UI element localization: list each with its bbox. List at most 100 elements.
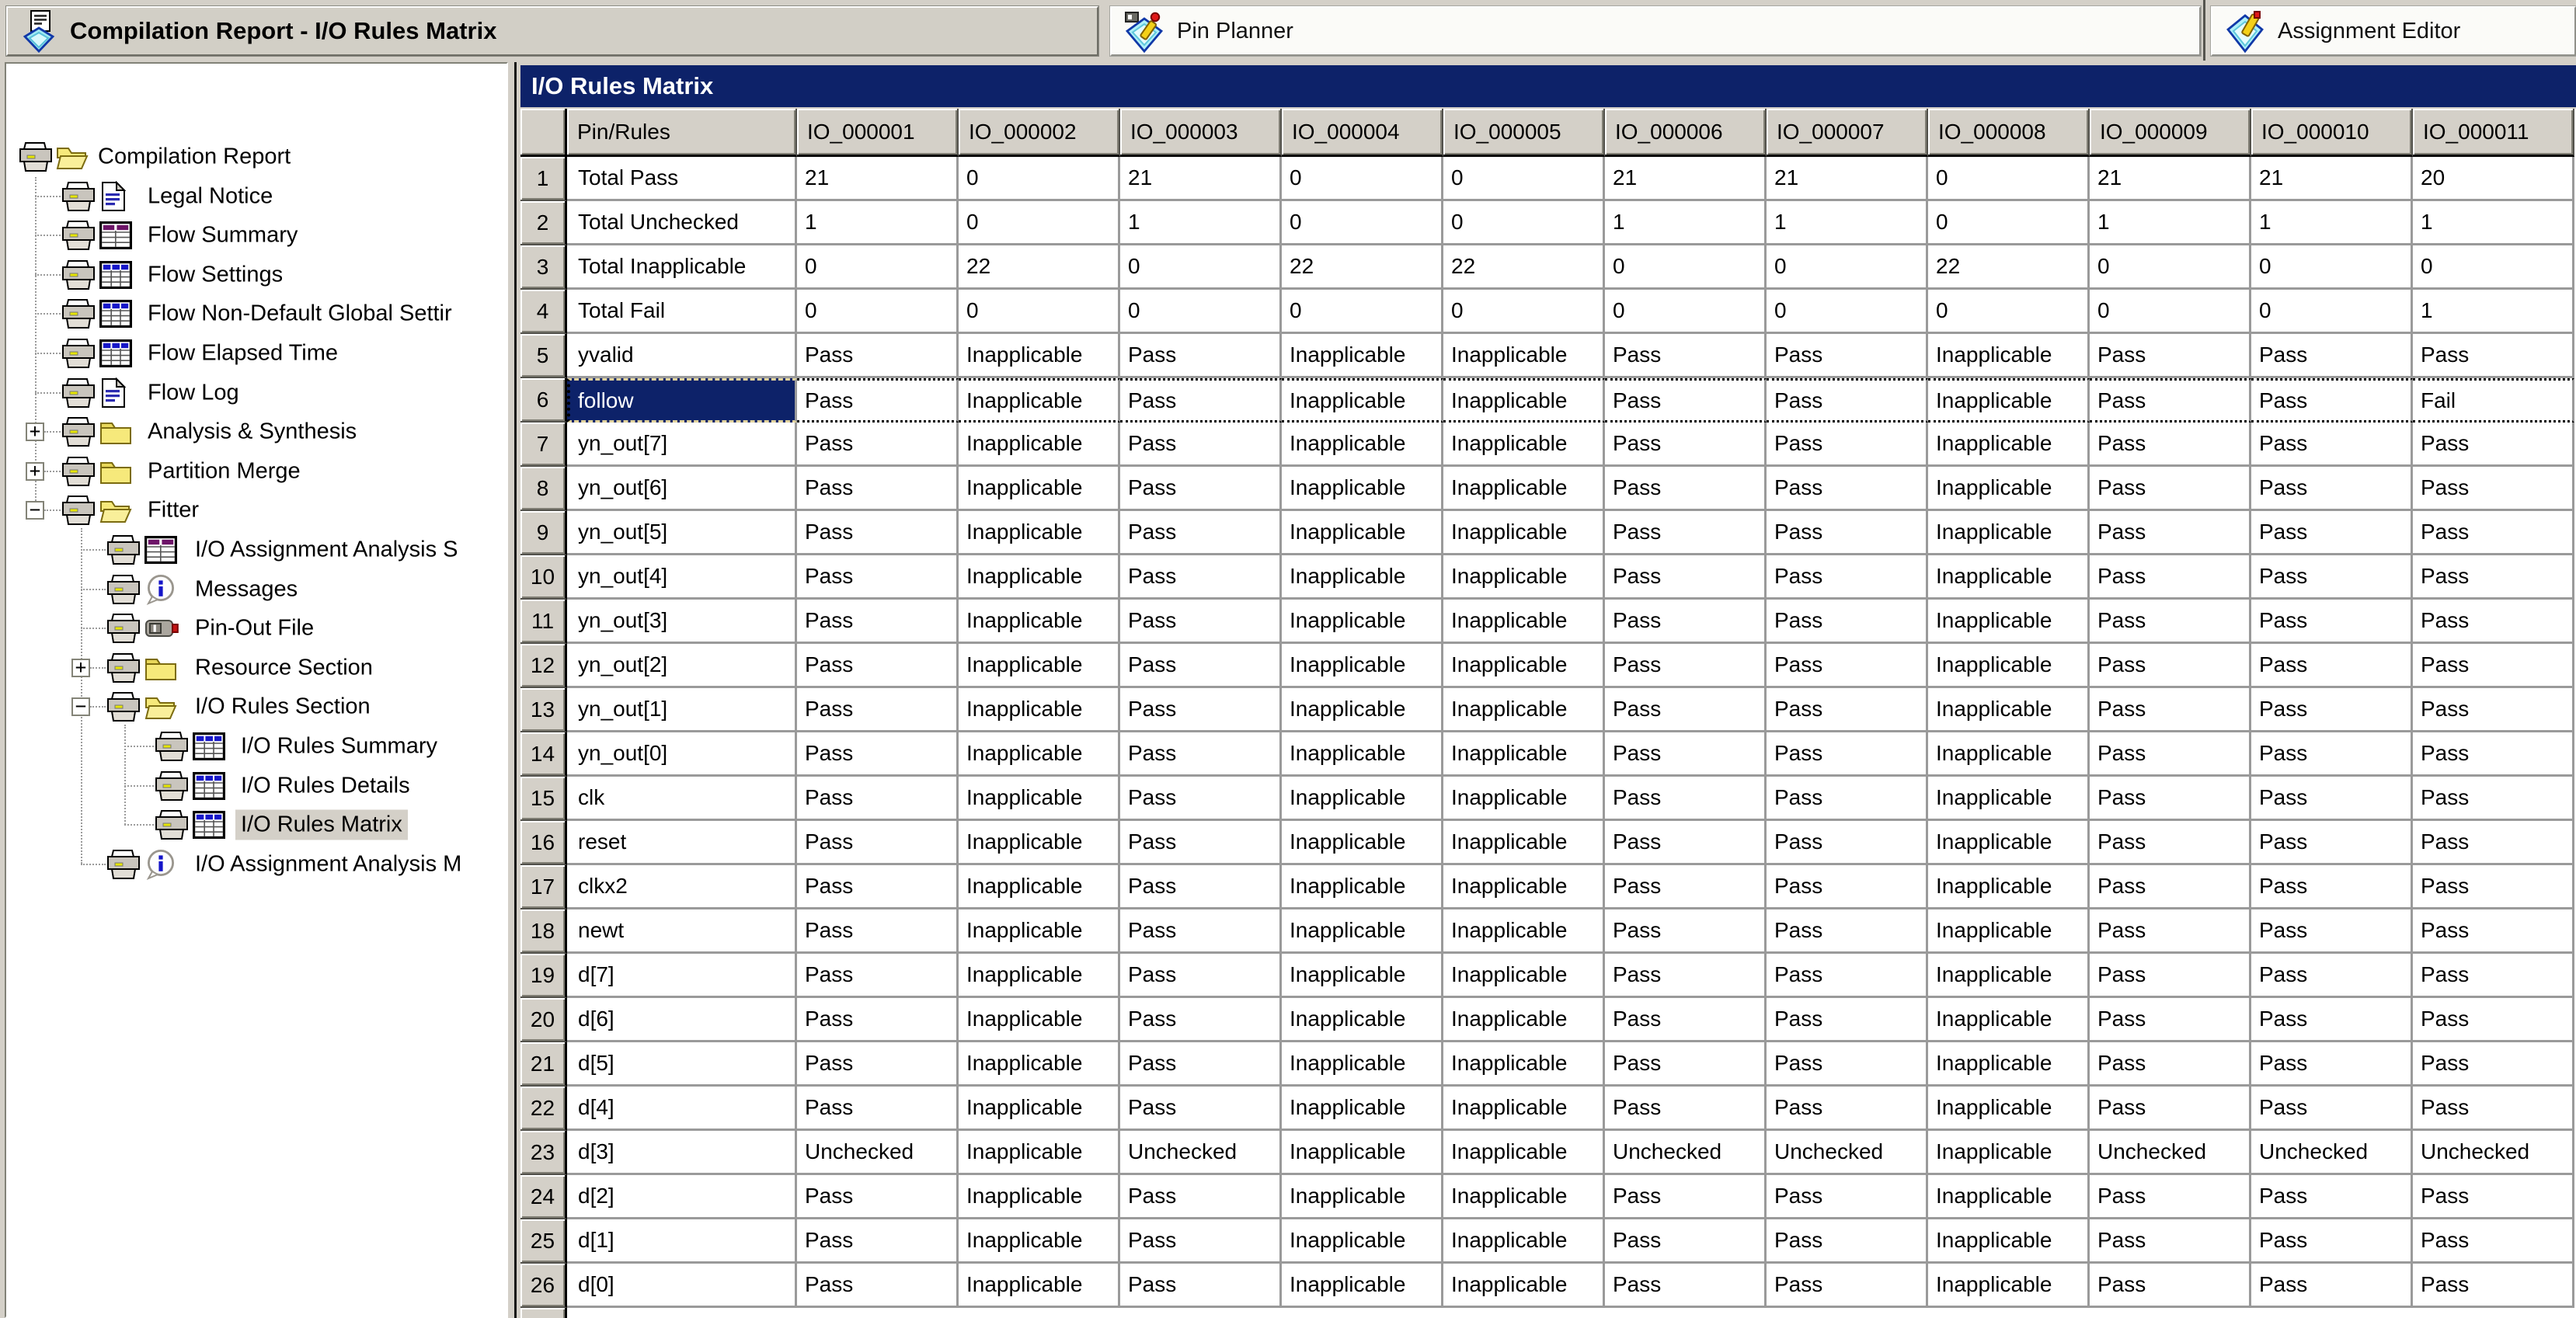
pin-cell-yn-out-1[interactable]: yn_out[1] <box>567 688 797 732</box>
matrix-cell[interactable]: Pass <box>2090 865 2251 909</box>
matrix-cell[interactable]: Pass <box>2251 511 2413 555</box>
matrix-cell[interactable]: Pass <box>797 688 959 732</box>
matrix-cell[interactable]: Pass <box>1120 1175 1282 1219</box>
row-number[interactable]: 25 <box>520 1219 567 1264</box>
matrix-cell[interactable]: 21 <box>1605 157 1767 201</box>
matrix-cell[interactable]: Inapplicable <box>1282 1042 1443 1087</box>
matrix-cell[interactable]: Pass <box>1120 555 1282 600</box>
matrix-cell[interactable]: Inapplicable <box>1928 1131 2090 1175</box>
pin-cell-follow[interactable]: follow <box>567 378 797 423</box>
tree-item-fitter[interactable]: − Fitter <box>6 491 506 530</box>
matrix-cell[interactable]: Inapplicable <box>959 1264 1120 1308</box>
row-number[interactable]: 5 <box>520 334 567 378</box>
pin-cell-d-1[interactable]: d[1] <box>567 1219 797 1264</box>
matrix-cell[interactable]: Inapplicable <box>1443 1175 1605 1219</box>
matrix-cell[interactable]: Pass <box>797 644 959 688</box>
row-number[interactable]: 14 <box>520 732 567 777</box>
row-number[interactable]: 8 <box>520 467 567 511</box>
matrix-cell[interactable]: Pass <box>1120 1042 1282 1087</box>
matrix-cell[interactable]: Pass <box>2413 909 2574 954</box>
matrix-cell[interactable]: Pass <box>2413 1087 2574 1131</box>
matrix-cell[interactable]: Pass <box>1605 909 1767 954</box>
matrix-cell[interactable]: Pass <box>2251 423 2413 467</box>
matrix-cell[interactable]: Inapplicable <box>1282 1087 1443 1131</box>
matrix-cell[interactable]: 0 <box>1928 201 2090 245</box>
matrix-cell[interactable]: Pass <box>797 909 959 954</box>
pin-cell-yvalid[interactable]: yvalid <box>567 334 797 378</box>
matrix-cell[interactable]: Pass <box>1120 511 1282 555</box>
matrix-cell[interactable]: Inapplicable <box>1282 378 1443 423</box>
matrix-cell[interactable]: 0 <box>1605 245 1767 290</box>
matrix-cell[interactable]: Pass <box>1767 467 1928 511</box>
tree-item-label[interactable]: I/O Rules Section <box>195 694 371 719</box>
matrix-cell[interactable]: Inapplicable <box>1928 1175 2090 1219</box>
window-titlebar-pin-planner[interactable]: Pin Planner <box>1110 6 2201 56</box>
tree-item-legal-notice[interactable]: Legal Notice <box>6 177 506 216</box>
matrix-cell[interactable]: Pass <box>2090 1042 2251 1087</box>
matrix-cell[interactable]: Inapplicable <box>959 1175 1120 1219</box>
matrix-cell[interactable]: 22 <box>1443 245 1605 290</box>
pin-cell-d-2[interactable]: d[2] <box>567 1175 797 1219</box>
matrix-cell[interactable]: 1 <box>2251 201 2413 245</box>
matrix-cell[interactable]: Pass <box>797 378 959 423</box>
matrix-cell[interactable]: Inapplicable <box>1928 865 2090 909</box>
row-number[interactable]: 1 <box>520 157 567 201</box>
matrix-cell[interactable]: Inapplicable <box>1928 954 2090 998</box>
matrix-cell[interactable]: 0 <box>1767 290 1928 334</box>
tree-item-partition-merge[interactable]: + Partition Merge <box>6 452 506 491</box>
expand-toggle-minus[interactable]: − <box>26 500 44 520</box>
matrix-cell[interactable]: Inapplicable <box>1928 511 2090 555</box>
matrix-cell[interactable]: Inapplicable <box>1282 688 1443 732</box>
matrix-cell[interactable]: Inapplicable <box>959 555 1120 600</box>
matrix-cell[interactable]: Pass <box>2251 777 2413 821</box>
row-number[interactable]: 2 <box>520 201 567 245</box>
matrix-cell[interactable]: Pass <box>1767 334 1928 378</box>
tree-item-label[interactable]: Pin-Out File <box>195 615 315 641</box>
tree-item-label[interactable]: I/O Rules Details <box>241 773 410 798</box>
matrix-cell[interactable]: Pass <box>797 954 959 998</box>
pin-cell-total-pass[interactable]: Total Pass <box>567 157 797 201</box>
matrix-cell[interactable]: Inapplicable <box>1928 644 2090 688</box>
matrix-cell[interactable]: Pass <box>1605 378 1767 423</box>
matrix-cell[interactable]: Pass <box>797 467 959 511</box>
matrix-cell[interactable]: Pass <box>2090 732 2251 777</box>
tree-item-flow-summary[interactable]: Flow Summary <box>6 216 506 255</box>
matrix-cell[interactable]: Unchecked <box>797 1131 959 1175</box>
matrix-cell[interactable]: Inapplicable <box>1443 865 1605 909</box>
matrix-cell[interactable]: Pass <box>2251 1042 2413 1087</box>
matrix-cell[interactable]: Pass <box>1605 777 1767 821</box>
matrix-cell[interactable]: Pass <box>1120 334 1282 378</box>
matrix-cell[interactable]: Pass <box>1120 954 1282 998</box>
matrix-cell[interactable]: Pass <box>797 998 959 1042</box>
matrix-cell[interactable]: Inapplicable <box>1443 1264 1605 1308</box>
matrix-cell[interactable]: Pass <box>1605 467 1767 511</box>
matrix-cell[interactable]: Pass <box>2251 954 2413 998</box>
tree-item-label[interactable]: I/O Rules Matrix <box>235 809 408 840</box>
row-number[interactable]: 24 <box>520 1175 567 1219</box>
matrix-cell[interactable]: Pass <box>797 1087 959 1131</box>
tree-item-label[interactable]: I/O Assignment Analysis M <box>195 851 462 877</box>
matrix-cell[interactable]: Pass <box>2251 1219 2413 1264</box>
expand-toggle-plus[interactable]: + <box>71 658 90 677</box>
matrix-cell[interactable]: Inapplicable <box>959 1219 1120 1264</box>
matrix-cell[interactable]: 0 <box>797 245 959 290</box>
pin-cell-clkx2[interactable]: clkx2 <box>567 865 797 909</box>
matrix-cell[interactable]: Pass <box>2413 688 2574 732</box>
matrix-cell[interactable]: Pass <box>1605 1042 1767 1087</box>
matrix-cell[interactable]: Inapplicable <box>1928 467 2090 511</box>
matrix-cell[interactable]: Pass <box>1767 954 1928 998</box>
matrix-cell[interactable]: Pass <box>797 423 959 467</box>
matrix-cell[interactable]: 1 <box>2413 290 2574 334</box>
expand-toggle-minus[interactable]: − <box>71 697 90 717</box>
matrix-cell[interactable]: Pass <box>797 511 959 555</box>
matrix-cell[interactable]: Inapplicable <box>1928 998 2090 1042</box>
matrix-cell[interactable]: Pass <box>2413 1042 2574 1087</box>
matrix-cell[interactable]: Pass <box>2251 821 2413 865</box>
matrix-cell[interactable]: Pass <box>2090 600 2251 644</box>
matrix-cell[interactable]: Inapplicable <box>1443 378 1605 423</box>
matrix-cell[interactable]: Inapplicable <box>959 954 1120 998</box>
matrix-cell[interactable]: Inapplicable <box>959 732 1120 777</box>
matrix-cell[interactable]: 0 <box>797 290 959 334</box>
matrix-cell[interactable]: 0 <box>1928 157 2090 201</box>
tree-item-label[interactable]: Flow Elapsed Time <box>148 340 338 366</box>
